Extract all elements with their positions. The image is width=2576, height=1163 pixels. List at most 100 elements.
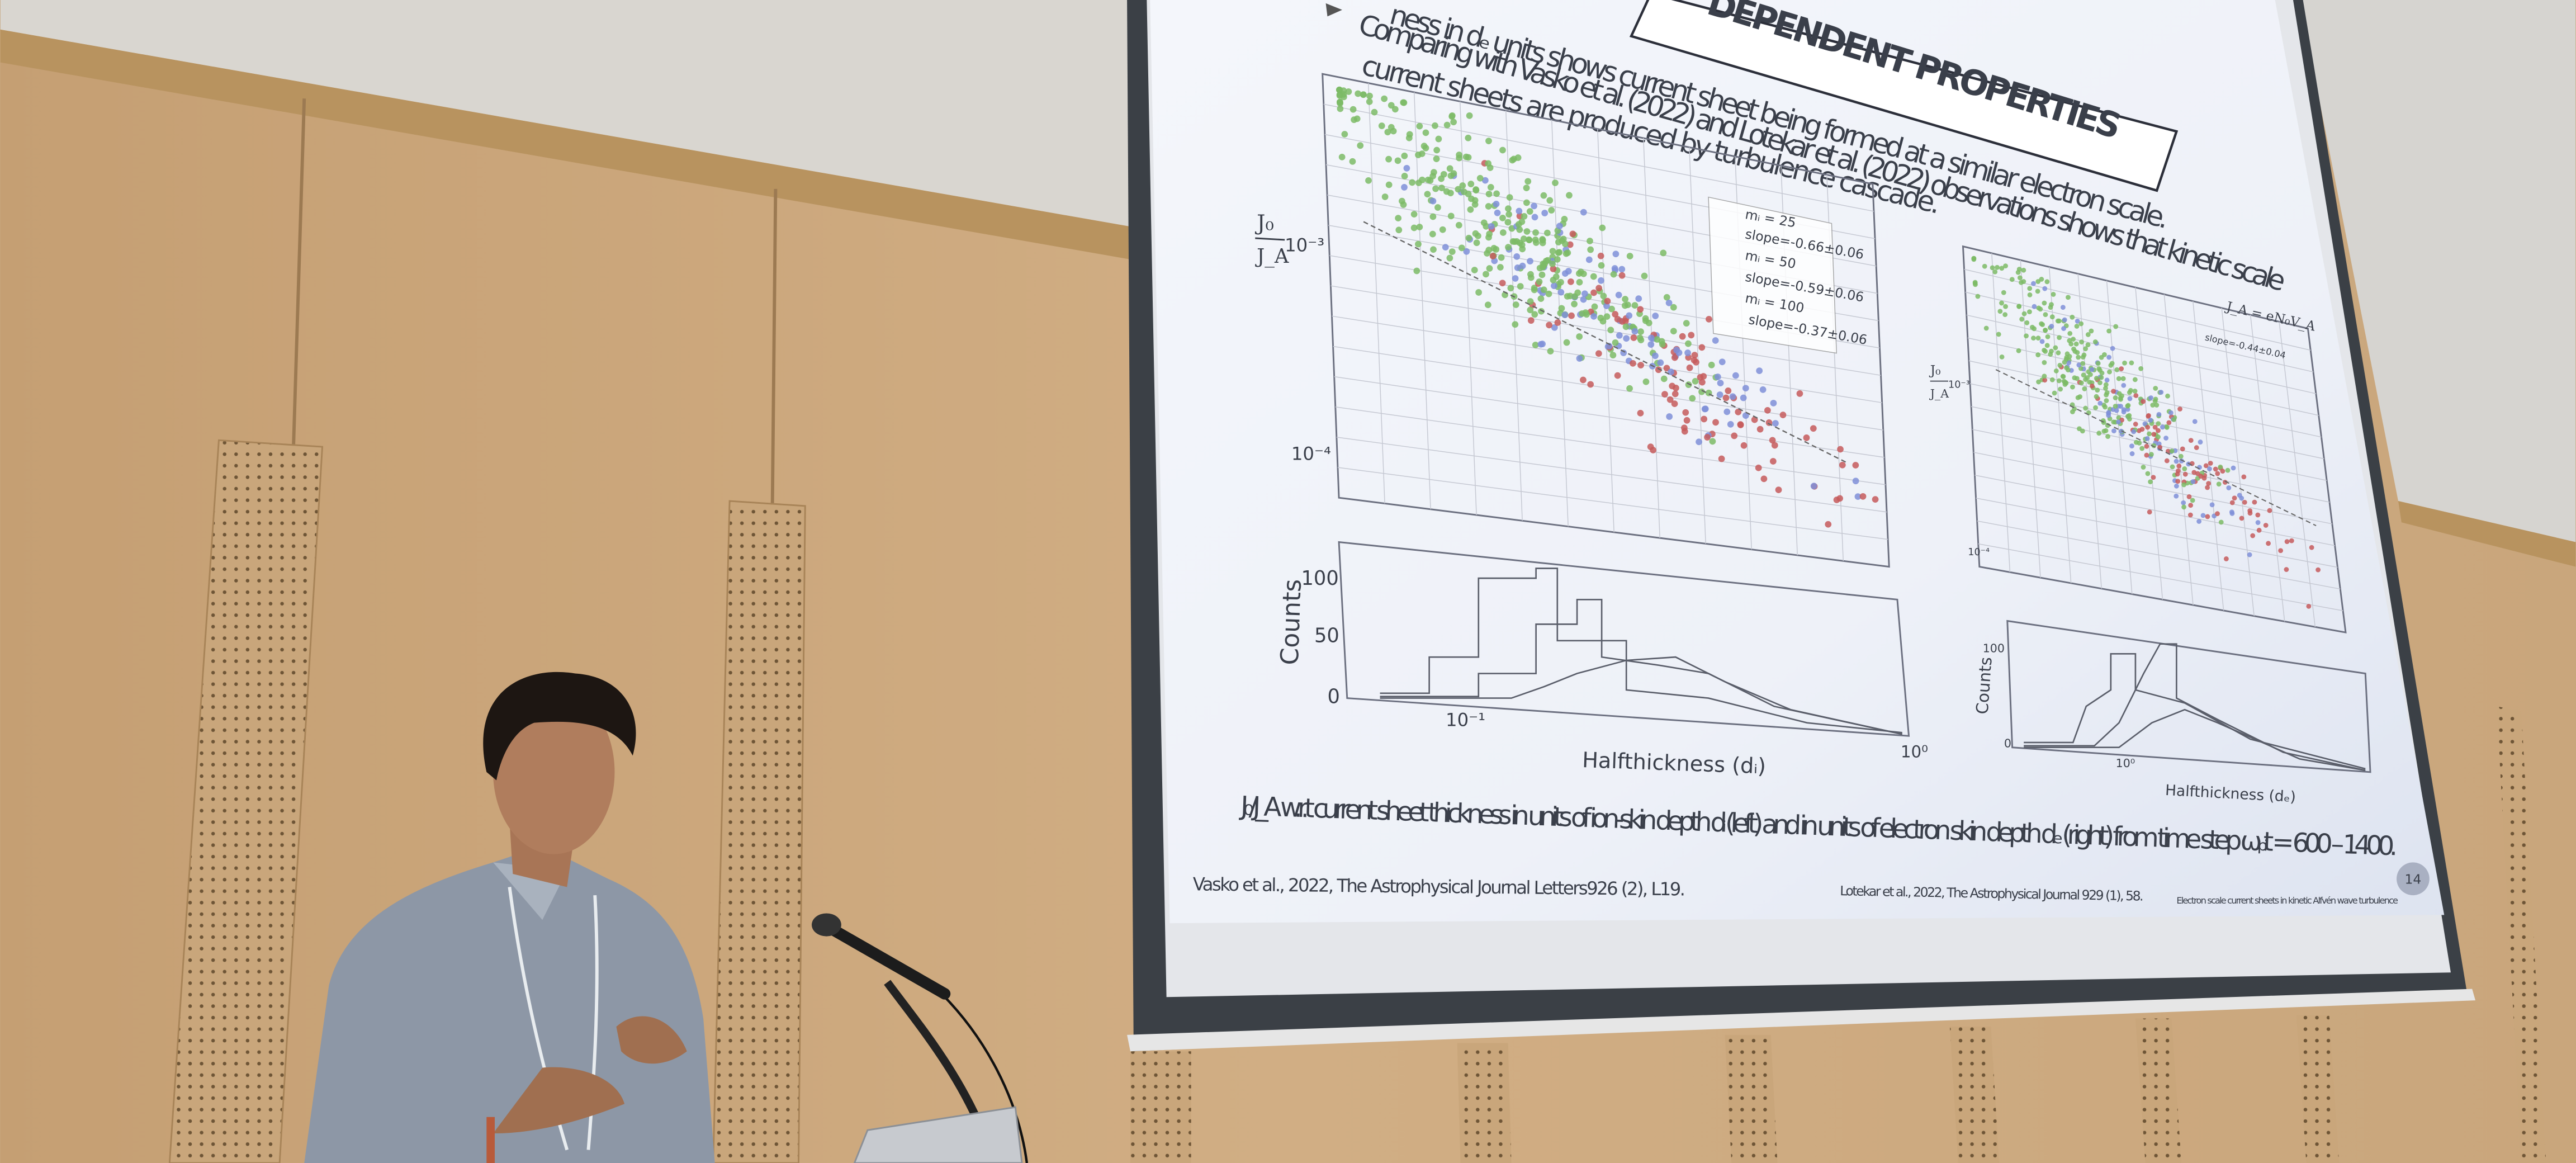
scatter-dot (1679, 333, 1686, 340)
scatter-dot (1700, 373, 1707, 380)
scatter-dot (1540, 286, 1547, 294)
scatter-dot (2064, 351, 2070, 357)
scatter-dot (1442, 244, 1449, 251)
scatter-dot (1558, 305, 1565, 312)
scatter-dot (2144, 452, 2149, 458)
scatter-dot (1666, 396, 1674, 403)
scatter-dot (1837, 446, 1844, 453)
scatter-dot (1450, 119, 1457, 126)
hist-y-tick-label: 50 (1314, 625, 1339, 647)
scatter-dot (1424, 191, 1431, 198)
scatter-dot (1626, 253, 1633, 259)
scatter-dot (1366, 98, 1373, 105)
scatter-dot (2205, 514, 2210, 519)
scatter-dot (1712, 337, 1719, 344)
mic-cable (932, 985, 1029, 1163)
hist-steps (1380, 656, 1903, 735)
scatter-dot (1580, 376, 1587, 384)
scatter-dot (1779, 412, 1787, 418)
hist-y-label: Counts (1973, 656, 1996, 715)
scatter-dot (1499, 229, 1507, 236)
scatter-dot (2055, 318, 2061, 324)
scatter-dot (1505, 211, 1513, 218)
scatter-dot (1635, 295, 1642, 302)
scatter-dot (2057, 362, 2063, 368)
scatter-dot (1505, 244, 1512, 251)
hist-x-tick-label: 10⁻¹ (1446, 710, 1485, 731)
scatter-dot (1836, 495, 1843, 502)
scatter-dot (2196, 519, 2202, 524)
scatter-dot (2103, 382, 2109, 387)
scatter-dot (1718, 358, 1726, 366)
scatter-dot (2154, 403, 2160, 408)
scatter-dot (1604, 297, 1611, 305)
grid-line (1973, 452, 2332, 524)
wall-trim (0, 29, 1150, 263)
scatter-dot (1982, 263, 1987, 269)
scatter-dot (2306, 603, 2312, 609)
scatter-dot (1420, 143, 1428, 150)
scatter-dot (2002, 312, 2008, 318)
scatter-dot (2058, 386, 2063, 392)
scatter-dot (2121, 382, 2127, 388)
scatter-dot (2226, 485, 2232, 490)
scatter-dot (2045, 334, 2051, 339)
scatter-dot (1498, 254, 1505, 261)
scatter-dot (2181, 504, 2187, 510)
perforated-strip (2135, 1018, 2182, 1163)
y-tick-label: 10⁻³ (1948, 379, 1970, 390)
scatter-dot (2139, 446, 2145, 451)
scatter-dot (2144, 436, 2150, 441)
scatter-dot (1505, 205, 1512, 212)
scatter-dot (2229, 500, 2235, 505)
scatter-dot (1427, 177, 1434, 184)
title-box (1629, 0, 2179, 192)
scatter-dot (1852, 462, 1859, 469)
scatter-dot (1612, 311, 1619, 318)
scatter-dot (1614, 315, 1621, 323)
scatter-dot (2229, 509, 2234, 515)
scatter-dot (1413, 267, 1420, 275)
plot-frame (1338, 541, 1910, 737)
scatter-dot (2147, 509, 2152, 515)
page-badge (2397, 862, 2430, 896)
scatter-dot (1548, 207, 1555, 214)
scatter-dot (1614, 372, 1621, 379)
scatter-dot (1997, 309, 2003, 314)
scatter-dot (2021, 279, 2026, 284)
scatter-dot (1689, 395, 1696, 402)
scatter-dot (1670, 304, 1677, 311)
scatter-dot (1518, 218, 1526, 225)
scatter-points (1971, 256, 2321, 609)
scatter-dot (1486, 230, 1493, 238)
scatter-dot (2187, 512, 2193, 518)
scatter-dot (1723, 408, 1731, 415)
scatter-dot (2071, 337, 2076, 342)
grid-line (1971, 406, 2327, 481)
scatter-dot (1341, 131, 1348, 138)
scatter-dot (1581, 290, 1588, 297)
scatter-dot (2092, 339, 2098, 344)
scatter-dot (2024, 320, 2030, 325)
scatter-dot (1622, 296, 1629, 302)
scatter-dot (2174, 493, 2179, 499)
scatter-dot (1618, 266, 1626, 273)
scatter-dot (1465, 134, 1472, 141)
scatter-dot (1480, 219, 1488, 226)
scatter-dot (1349, 106, 1357, 113)
slide (1150, 0, 2445, 924)
scatter-dot (1595, 350, 1602, 357)
scatter-dot (1337, 100, 1344, 107)
scatter-dot (1518, 242, 1526, 248)
scatter-dot (1513, 238, 1521, 245)
scatter-dot (1727, 420, 1734, 428)
scatter-dot (1595, 285, 1603, 292)
scatter-dot (1631, 302, 1639, 309)
scatter-dot (1516, 226, 1523, 233)
scatter-dot (2153, 386, 2158, 391)
scatter-dot (2042, 374, 2047, 379)
scatter-dot (1659, 341, 1666, 348)
scatter-dot (1990, 265, 1995, 271)
scatter-dot (1521, 235, 1527, 243)
scatter-dot (1400, 201, 1407, 208)
